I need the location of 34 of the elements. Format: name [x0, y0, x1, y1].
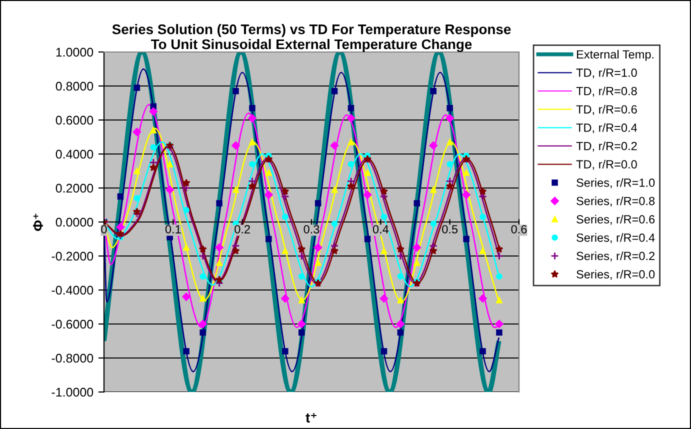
- legend-label: Series, r/R=1.0: [576, 178, 655, 188]
- y-tick-label: 0.6000: [56, 116, 94, 125]
- y-tick-label: -0.4000: [52, 286, 94, 295]
- chart-title: Series Solution (50 Terms) vs TD For Temperature Response To Unit Sinusoidal External Temperature Change: [112, 24, 511, 52]
- y-tick-label: -0.8000: [52, 354, 94, 363]
- legend-label: TD, r/R=0.0: [576, 160, 637, 170]
- legend-label: TD, r/R=0.4: [576, 123, 638, 134]
- legend-label: TD, r/R=1.0: [576, 68, 637, 78]
- legend-label: TD, r/R=0.8: [576, 86, 637, 97]
- x-tick-label: 0.1: [165, 225, 181, 234]
- y-tick-label: -1.0000: [52, 388, 94, 397]
- legend-label: External Temp.: [576, 50, 654, 61]
- x-axis-title: t⁺: [306, 413, 317, 423]
- legend-label: Series, r/R=0.0: [576, 270, 655, 280]
- x-tick-label: 0.2: [234, 225, 250, 234]
- x-tick-label: 0.3: [304, 225, 320, 234]
- x-tick-label: 0.4: [372, 225, 389, 234]
- x-tick-label: 0.6: [511, 225, 527, 234]
- x-tick-label: 0: [101, 225, 107, 234]
- legend-label: Series, r/R=0.4: [576, 233, 655, 244]
- y-tick-label: 0.0000: [56, 218, 94, 227]
- legend-label: Series, r/R=0.8: [576, 196, 655, 207]
- legend-label: Series, r/R=0.6: [576, 214, 655, 225]
- y-tick-label: 1.0000: [56, 48, 94, 57]
- y-axis-title: Φ⁺: [33, 214, 43, 231]
- legend-label: TD, r/R=0.2: [576, 142, 637, 152]
- x-tick-label: 0.5: [442, 225, 458, 234]
- legend-label: Series, r/R=0.2: [576, 251, 654, 262]
- legend-label: TD, r/R=0.6: [576, 104, 637, 115]
- y-tick-label: 0.8000: [56, 82, 94, 91]
- y-tick-label: -0.2000: [52, 252, 94, 261]
- y-tick-label: 0.4000: [56, 150, 94, 159]
- y-tick-label: -0.6000: [52, 320, 94, 329]
- y-tick-label: 0.2000: [56, 184, 94, 193]
